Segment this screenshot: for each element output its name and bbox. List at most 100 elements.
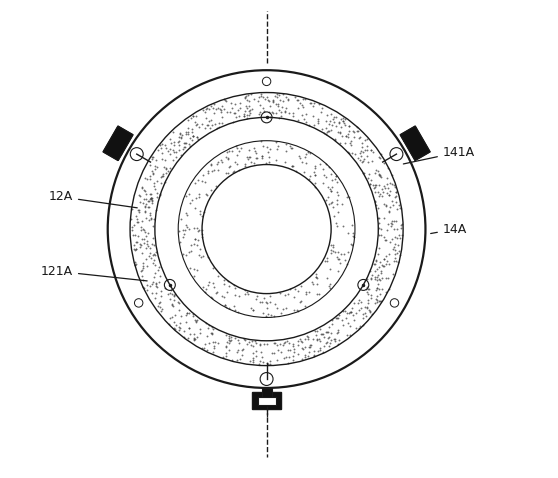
Point <box>217 120 226 127</box>
Point <box>362 303 371 310</box>
Point <box>229 302 238 310</box>
Point <box>171 148 180 156</box>
Point <box>197 344 206 352</box>
Point <box>184 141 193 148</box>
Point <box>347 308 355 315</box>
Point <box>187 129 196 136</box>
Point <box>299 103 307 110</box>
Point <box>238 345 247 353</box>
Point <box>300 351 309 359</box>
Point <box>262 340 271 348</box>
Point <box>203 192 211 199</box>
Point <box>312 335 321 343</box>
Point <box>252 352 261 360</box>
Point <box>154 266 163 274</box>
Point <box>156 307 165 315</box>
Point <box>252 295 261 303</box>
Point <box>288 340 297 348</box>
Point <box>161 165 170 173</box>
Point <box>170 138 179 146</box>
Point <box>324 328 333 336</box>
Point <box>146 245 155 252</box>
Point <box>234 107 243 114</box>
Point <box>337 316 346 324</box>
Point <box>217 293 226 300</box>
Point <box>222 153 230 161</box>
Point <box>232 114 241 121</box>
Point <box>142 281 151 289</box>
Point <box>242 111 251 119</box>
Point <box>146 215 155 223</box>
Point <box>249 358 258 366</box>
Point <box>385 261 394 268</box>
Point <box>287 144 296 152</box>
Point <box>330 135 339 142</box>
Point <box>137 183 146 191</box>
Point <box>148 199 157 207</box>
Point <box>341 307 350 315</box>
Point <box>175 129 184 137</box>
Point <box>199 344 208 352</box>
Point <box>237 144 246 152</box>
Point <box>338 117 347 124</box>
Point <box>365 308 374 316</box>
Point <box>187 196 196 204</box>
Point <box>348 241 357 249</box>
Point <box>153 303 162 310</box>
Point <box>240 162 249 170</box>
Point <box>331 336 340 343</box>
Point <box>285 339 294 347</box>
Point <box>281 291 290 298</box>
Point <box>325 282 334 289</box>
Point <box>328 198 336 206</box>
Point <box>359 170 368 177</box>
Point <box>200 125 209 132</box>
Point <box>298 355 307 363</box>
Point <box>205 279 214 286</box>
Point <box>194 226 203 234</box>
Point <box>173 298 182 306</box>
Point <box>303 333 312 341</box>
Point <box>232 144 241 152</box>
Point <box>187 125 196 132</box>
Point <box>376 154 384 162</box>
Point <box>145 216 154 224</box>
Point <box>372 273 381 281</box>
Point <box>363 290 372 297</box>
Point <box>201 341 210 348</box>
Point <box>338 307 347 315</box>
Point <box>213 166 222 174</box>
Point <box>374 171 383 179</box>
Point <box>226 337 235 344</box>
Point <box>160 284 169 292</box>
Point <box>380 160 389 167</box>
Point <box>393 241 402 249</box>
Point <box>342 260 351 268</box>
Point <box>386 238 395 245</box>
Point <box>149 257 158 264</box>
Point <box>326 241 335 249</box>
Point <box>151 261 160 269</box>
Point <box>226 337 235 345</box>
Point <box>321 328 330 336</box>
Point <box>376 151 385 158</box>
Point <box>272 100 281 108</box>
Point <box>301 150 310 158</box>
Point <box>239 110 248 118</box>
Point <box>325 339 334 347</box>
Point <box>338 222 347 230</box>
Point <box>214 105 223 112</box>
Point <box>132 212 141 220</box>
Point <box>221 349 230 357</box>
Point <box>185 134 194 142</box>
Point <box>202 332 211 340</box>
Point <box>182 309 191 317</box>
Point <box>256 340 264 348</box>
Point <box>202 106 211 113</box>
Text: 121A: 121A <box>41 265 147 281</box>
Point <box>148 153 157 161</box>
Point <box>391 250 400 258</box>
Point <box>167 314 176 321</box>
Point <box>372 284 381 292</box>
Point <box>189 265 198 273</box>
